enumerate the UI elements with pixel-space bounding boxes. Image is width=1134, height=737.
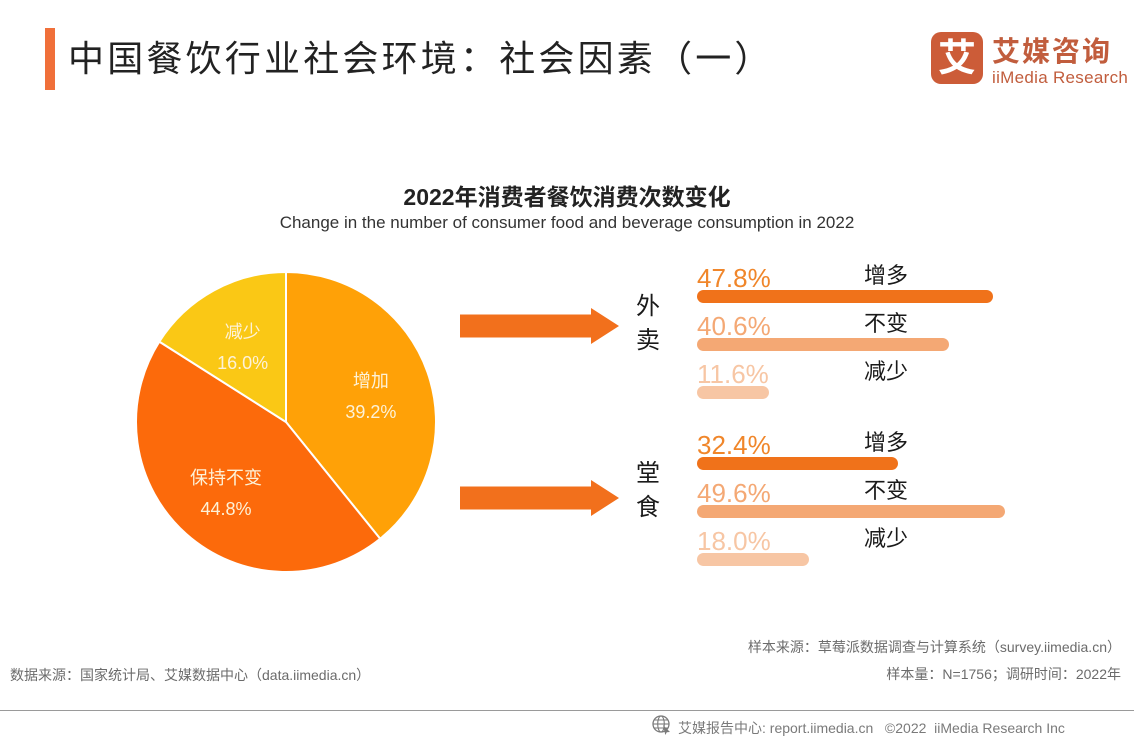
svg-text:减少: 减少	[225, 318, 261, 344]
svg-text:保持不变: 保持不变	[190, 464, 262, 490]
svg-text:16.0%: 16.0%	[217, 353, 268, 373]
svg-text:增加: 增加	[353, 367, 389, 393]
svg-text:艾: 艾	[938, 32, 976, 82]
svg-text:44.8%: 44.8%	[200, 499, 251, 519]
svg-text:39.2%: 39.2%	[345, 402, 396, 422]
